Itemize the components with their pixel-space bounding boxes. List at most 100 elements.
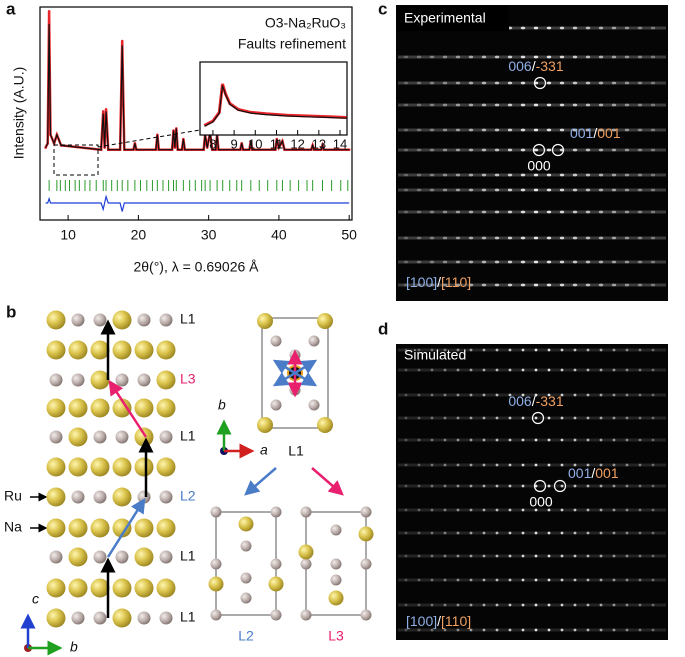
spot <box>468 81 474 85</box>
data-point <box>47 9 51 13</box>
na-atom <box>46 578 66 598</box>
spot <box>456 368 460 372</box>
spot <box>611 188 617 192</box>
na-atom <box>46 518 66 538</box>
spot <box>599 603 603 607</box>
spot <box>482 348 486 352</box>
ru-atom <box>270 335 282 347</box>
spot <box>624 260 630 264</box>
spot <box>494 173 500 177</box>
ru-atom <box>300 558 312 570</box>
spot <box>585 81 591 85</box>
sep: / <box>532 58 536 74</box>
spot <box>573 484 577 488</box>
spot <box>442 173 448 177</box>
spot-label: 001/001 <box>568 465 619 481</box>
spot <box>416 55 422 59</box>
spot <box>612 554 616 558</box>
spot <box>404 578 408 582</box>
spot <box>455 283 461 287</box>
streak <box>398 210 666 214</box>
spot <box>637 283 643 287</box>
na-atom <box>156 370 176 390</box>
na-atom <box>317 313 333 329</box>
chart-subtitle: Faults refinement <box>238 36 346 52</box>
spot <box>533 236 539 240</box>
spot <box>599 508 603 512</box>
spot <box>507 128 513 132</box>
spot <box>637 210 643 214</box>
spot <box>546 188 552 192</box>
spot <box>612 368 616 372</box>
ru-atom <box>93 550 107 564</box>
streak <box>398 26 666 30</box>
spot <box>637 128 643 132</box>
spot <box>416 173 422 177</box>
spot <box>417 578 421 582</box>
na-atom <box>257 417 273 433</box>
spot <box>430 603 434 607</box>
spot <box>599 531 603 535</box>
spot <box>637 188 643 192</box>
spot <box>481 173 487 177</box>
spot <box>624 210 630 214</box>
spot <box>455 236 461 240</box>
spot <box>547 463 551 467</box>
spot <box>546 81 552 85</box>
spot <box>599 416 603 420</box>
spot <box>521 554 525 558</box>
spot <box>482 438 486 442</box>
spot <box>560 603 564 607</box>
spot <box>429 236 435 240</box>
spot <box>481 55 487 59</box>
zone-label: [100]/[110] <box>406 274 471 290</box>
spot <box>559 260 565 264</box>
spot <box>469 416 473 420</box>
plot-frame <box>39 6 353 221</box>
spot <box>533 173 539 177</box>
unit-cell <box>261 317 329 429</box>
ru-atom <box>93 611 107 625</box>
panel-label: b <box>6 302 16 321</box>
spot <box>651 508 655 512</box>
spot-circle <box>532 143 546 157</box>
spot <box>456 578 460 582</box>
ru-atom <box>71 313 85 327</box>
spot <box>573 463 577 467</box>
spot <box>416 210 422 214</box>
ru-atom <box>270 558 282 570</box>
streak <box>398 438 666 442</box>
spot <box>443 628 447 632</box>
spot <box>481 128 487 132</box>
spot <box>624 55 630 59</box>
spot <box>416 283 422 287</box>
spot <box>650 173 656 177</box>
na-atom <box>134 427 154 447</box>
spot <box>612 393 616 397</box>
spot <box>547 416 551 420</box>
x-tick-label: 9 <box>230 136 237 151</box>
spot <box>456 393 460 397</box>
spot <box>546 260 552 264</box>
na-atom <box>68 578 88 598</box>
spot <box>469 578 473 582</box>
spot <box>520 188 526 192</box>
ru-atom <box>240 540 252 552</box>
x-tick-label: 20 <box>131 227 147 243</box>
spot <box>624 81 630 85</box>
index: [110] <box>441 613 471 629</box>
spot <box>546 210 552 214</box>
spot <box>586 484 590 488</box>
spot <box>417 368 421 372</box>
origin-label: 000 <box>529 494 553 510</box>
na-atom <box>112 310 132 330</box>
sep: / <box>593 125 597 141</box>
arrow <box>272 371 296 387</box>
spot <box>625 438 629 442</box>
spot <box>534 628 538 632</box>
ru-atom <box>93 490 107 504</box>
spot <box>520 283 526 287</box>
spot <box>547 603 551 607</box>
zone-label: [100]/[110] <box>406 613 471 629</box>
